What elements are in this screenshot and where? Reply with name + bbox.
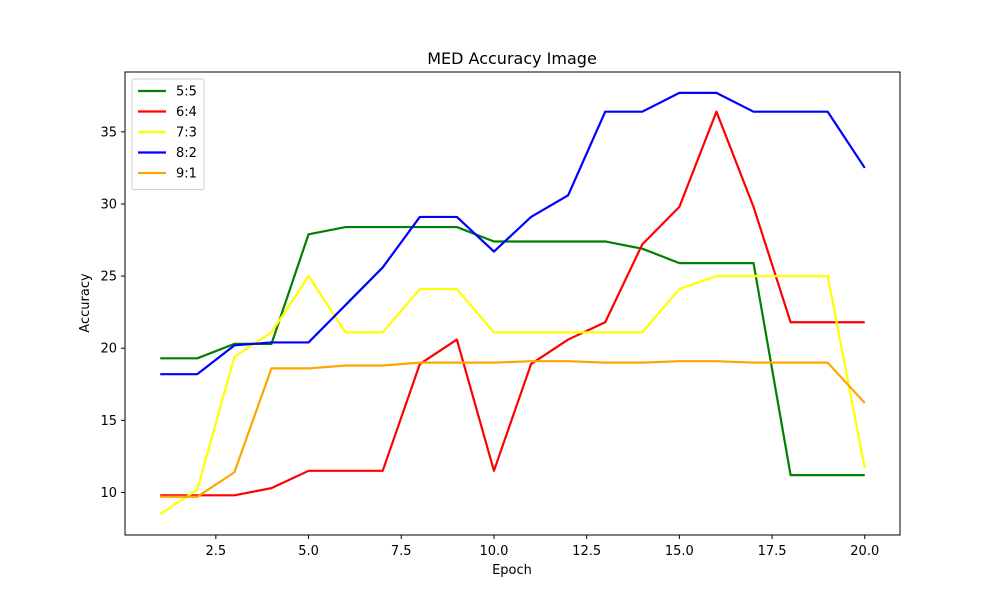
y-tick-label: 10 [100, 486, 117, 501]
x-tick-label: 10.0 [479, 544, 508, 559]
legend-label: 7:3 [176, 126, 197, 141]
series-line-6-4 [160, 110, 865, 497]
y-axis-label: Accuracy [78, 273, 93, 333]
x-tick-label: 17.5 [758, 544, 787, 559]
series-line-7-3 [159, 275, 866, 516]
legend-label: 5:5 [176, 85, 197, 100]
x-axis-ticks: 2.5 5.0 7.5 10.0 12.5 15.0 17.5 20.0 [206, 535, 879, 559]
plot-lines [159, 91, 866, 516]
series-line-9-1 [160, 360, 866, 498]
legend-label: 6:4 [176, 105, 197, 120]
x-tick-label: 20.0 [850, 544, 879, 559]
y-tick-label: 20 [100, 342, 117, 357]
x-axis-label: Epoch [492, 563, 532, 578]
y-tick-label: 35 [100, 125, 117, 140]
plot-frame [124, 71, 901, 536]
x-tick-label: 15.0 [665, 544, 694, 559]
y-tick-label: 25 [100, 270, 117, 285]
y-tick-label: 15 [100, 414, 117, 429]
y-axis-ticks: 10 15 20 25 30 35 [100, 125, 125, 501]
series-line-5-5 [160, 225, 865, 477]
series-line-8-2 [160, 91, 866, 376]
y-tick-label: 30 [100, 197, 117, 212]
legend-label: 9:1 [176, 167, 197, 182]
chart-title: MED Accuracy Image [427, 49, 597, 68]
legend: 5:5 6:4 7:3 8:2 9:1 [131, 78, 205, 190]
x-tick-label: 12.5 [572, 544, 601, 559]
x-tick-label: 5.0 [298, 544, 319, 559]
x-tick-label: 7.5 [391, 544, 412, 559]
legend-box [131, 78, 205, 190]
x-tick-label: 2.5 [206, 544, 227, 559]
legend-label: 8:2 [176, 146, 197, 161]
